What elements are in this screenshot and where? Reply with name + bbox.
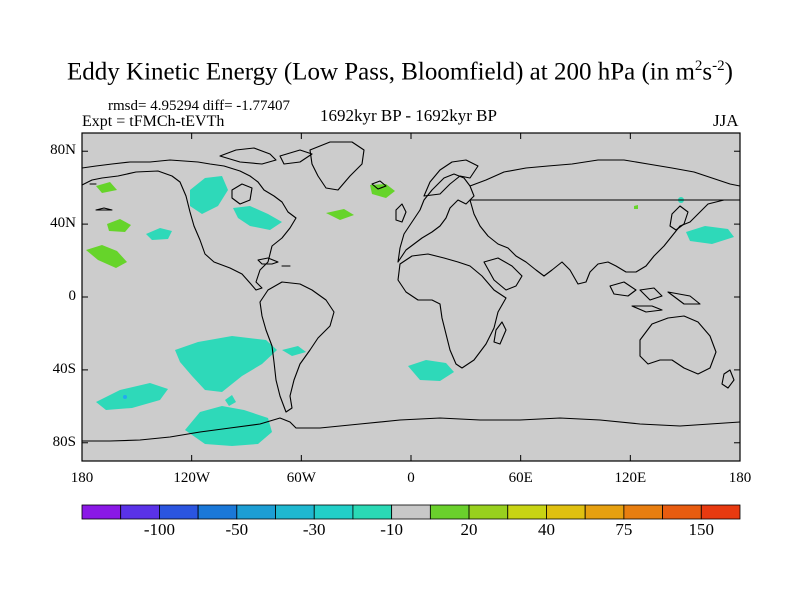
coast-canada-arctic: [219, 147, 313, 165]
coast-north-america: [82, 159, 297, 291]
colorbar-label: 20: [460, 520, 478, 539]
coast-madagascar: [493, 321, 507, 345]
coast-greenland: [309, 141, 365, 191]
colorbar-swatch: [468, 504, 509, 520]
colorbar-swatch: [81, 504, 122, 520]
x-tick-label: 120E: [614, 470, 647, 486]
positive-region-north-atlantic: [326, 209, 354, 220]
colorbar-label: -50: [225, 520, 249, 539]
experiment-label: Expt = tFMCh-tEVTh: [82, 113, 225, 130]
x-tick-label: 120W: [173, 470, 210, 486]
coast-british-isles: [395, 203, 407, 223]
negative-region-north-america: [233, 206, 282, 230]
colorbar-label: 150: [688, 520, 715, 539]
y-tick-label: 80S: [52, 433, 76, 450]
positive-region-alaska: [96, 182, 117, 193]
colorbar-label: 40: [537, 520, 555, 539]
coast-cuba-caribbean: [257, 257, 291, 267]
colorbar-swatch: [159, 504, 199, 520]
coast-iceland: [371, 180, 387, 190]
colorbar-swatch: [352, 504, 393, 520]
y-tick-label: 40N: [50, 215, 76, 232]
colorbar-swatch: [507, 504, 547, 520]
colorbar-swatch: [391, 504, 431, 520]
negative-region-west-pacific: [686, 226, 734, 244]
coast-new-zealand: [721, 369, 735, 389]
coastlines: [82, 141, 740, 442]
axis-ticks: [81, 133, 741, 461]
negative-region-south-pacific-west: [96, 383, 168, 410]
colorbar: [81, 504, 741, 520]
colorbar-swatch: [546, 504, 586, 520]
map-background: [82, 133, 740, 461]
colorbar-swatch: [429, 504, 470, 520]
coast-south-america: [259, 281, 335, 413]
negative-region-south-pacific: [175, 336, 277, 392]
stats-label: rmsd= 4.95294 diff= -1.77407: [108, 98, 291, 114]
colorbar-label: -10: [380, 520, 403, 539]
period-label: 1692kyr BP - 1692kyr BP: [320, 106, 497, 125]
positive-region-pacific-1: [107, 219, 131, 232]
y-tick-label: 40S: [52, 360, 76, 377]
negative-region-north-pacific: [190, 176, 228, 214]
coast-indonesia: [609, 281, 701, 313]
colorbar-label: 75: [615, 520, 633, 539]
coast-africa: [397, 253, 507, 369]
anomaly-regions: [86, 176, 734, 446]
colorbar-swatch: [275, 504, 315, 520]
coast-arabia: [483, 257, 523, 291]
negative-region-south-atlantic: [408, 360, 454, 381]
negative-region-drake: [225, 395, 236, 406]
coast-antarctica: [82, 417, 740, 442]
positive-region-kamchatka: [634, 205, 638, 209]
colorbar-swatch: [662, 504, 702, 520]
x-tick-label: 60W: [286, 470, 316, 486]
negative-region-antarctic: [185, 406, 272, 446]
colorbar-swatch: [313, 504, 354, 520]
x-tick-label: 0: [407, 470, 415, 486]
colorbar-label: -30: [302, 520, 326, 539]
colorbar-swatch: [120, 504, 160, 520]
negative-region-east-pacific: [146, 228, 172, 240]
coast-australia: [639, 315, 717, 375]
colorbar-swatch: [623, 504, 663, 520]
negative-region-argentina: [282, 346, 306, 356]
coast-hudson-bay: [231, 183, 253, 205]
colorbar-label: -100: [143, 520, 175, 539]
coast-scandinavia: [423, 159, 479, 197]
y-tick-label: 80N: [50, 142, 76, 159]
positive-region-pacific-2: [86, 245, 127, 268]
colorbar-swatch: [700, 504, 741, 520]
season-label: JJA: [713, 111, 739, 130]
dot-blue-pacific: [123, 395, 127, 399]
coast-alaska-islands: [89, 183, 113, 211]
x-tick-label: 60E: [508, 470, 533, 486]
colorbar-swatch: [584, 504, 625, 520]
coast-europe: [397, 173, 475, 263]
colorbar-swatch: [236, 504, 276, 520]
coast-japan: [669, 205, 689, 231]
plot-title: Eddy Kinetic Energy (Low Pass, Bloomfiel…: [67, 58, 733, 86]
x-tick-label: 180: [728, 470, 752, 486]
y-tick-label: 0: [68, 288, 77, 304]
x-tick-label: 180: [70, 470, 94, 486]
colorbar-swatch: [197, 504, 238, 520]
